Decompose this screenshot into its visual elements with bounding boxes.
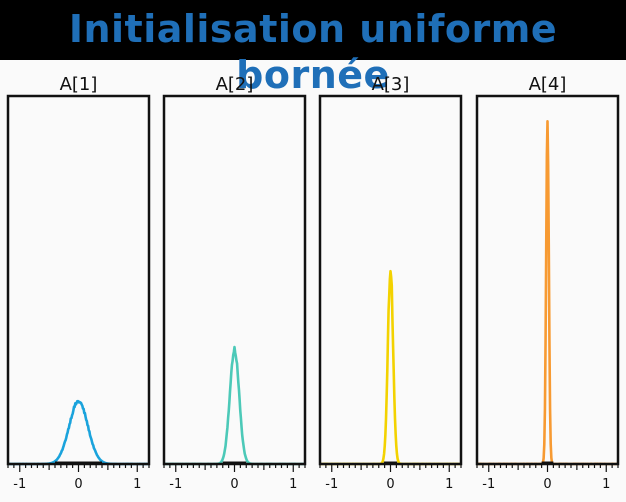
- panel-title: A[2]: [216, 74, 254, 95]
- distribution-line: [319, 269, 462, 466]
- distribution-line: [163, 345, 306, 466]
- chart-panel-2: A[2] -1 0 1: [162, 74, 307, 492]
- x-tick-label: 1: [602, 477, 610, 492]
- x-tick-label: 0: [230, 477, 238, 492]
- title-banner: Initialisation uniforme bornée: [0, 0, 626, 97]
- x-tick-label: 1: [445, 477, 453, 492]
- x-tick-label: 1: [289, 477, 297, 492]
- x-tick-label: -1: [13, 477, 26, 492]
- chart-frame: [162, 94, 307, 466]
- x-tick-label: 0: [386, 477, 394, 492]
- panel-title: A[3]: [372, 74, 410, 95]
- x-tick-label: 1: [133, 477, 141, 492]
- distribution-line: [7, 399, 150, 466]
- x-tick-label: 0: [74, 477, 82, 492]
- distribution-line: [476, 120, 619, 466]
- x-tick-label: -1: [482, 477, 495, 492]
- chart-panel-1: A[1] -1 0 1: [6, 74, 151, 492]
- panel-title: A[1]: [60, 74, 98, 95]
- panel-title: A[4]: [529, 74, 567, 95]
- chart-panel-4: A[4] -1 0 1: [475, 74, 620, 492]
- x-tick-label: -1: [169, 477, 182, 492]
- x-tick-label: 0: [543, 477, 551, 492]
- chart-panel-3: A[3] -1 0 1: [318, 74, 463, 492]
- x-tick-label: -1: [325, 477, 338, 492]
- chart-frame: [6, 94, 151, 466]
- distribution-charts: A[1] -1 0 1 A[2] -1 0 1 A[3] -1 0 1 A[4] -1 0 1: [6, 74, 620, 492]
- banner-title: Initialisation uniforme bornée: [68, 7, 558, 97]
